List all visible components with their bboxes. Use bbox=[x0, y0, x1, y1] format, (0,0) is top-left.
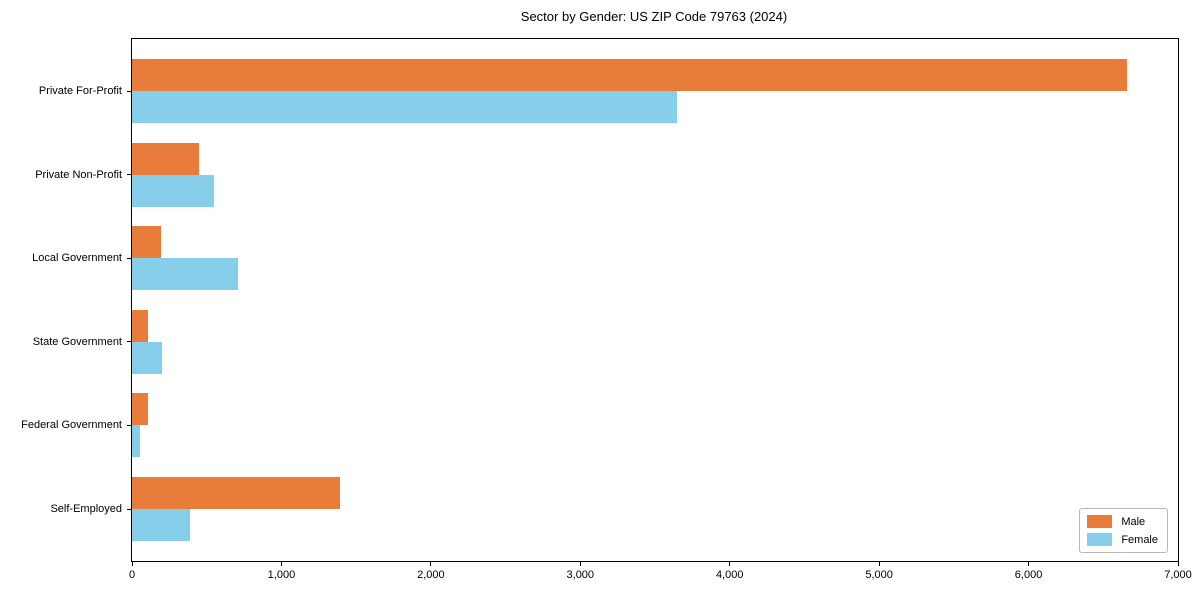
bar-male-4 bbox=[132, 393, 149, 426]
y-axis-tick bbox=[127, 90, 132, 92]
x-axis-tick-label: 6,000 bbox=[1014, 569, 1043, 581]
x-axis-tick bbox=[729, 561, 731, 566]
bar-male-1 bbox=[132, 142, 200, 175]
y-axis-tick bbox=[127, 424, 132, 426]
x-axis-tick bbox=[579, 561, 581, 566]
legend-swatch-male bbox=[1087, 515, 1113, 528]
bar-male-0 bbox=[132, 59, 1128, 91]
bar-female-4 bbox=[132, 425, 141, 458]
chart-title: Sector by Gender: US ZIP Code 79763 (202… bbox=[520, 9, 788, 24]
x-axis-tick-label: 0 bbox=[128, 569, 136, 581]
bar-male-5 bbox=[132, 477, 340, 509]
x-axis-tick bbox=[280, 561, 282, 566]
bar-female-0 bbox=[132, 91, 678, 123]
bar-female-5 bbox=[132, 509, 191, 541]
legend-entry-female: Female bbox=[1087, 533, 1158, 546]
bar-male-3 bbox=[132, 309, 149, 342]
x-axis-tick-label: 7,000 bbox=[1164, 569, 1192, 581]
x-axis-tick-label: 5,000 bbox=[865, 569, 893, 581]
bar-female-3 bbox=[132, 341, 162, 374]
y-axis-tick bbox=[127, 341, 132, 343]
y-axis-label: Self-Employed bbox=[50, 503, 122, 515]
x-axis-tick-label: 4,000 bbox=[715, 569, 744, 581]
y-axis-tick bbox=[127, 508, 132, 510]
y-axis-tick bbox=[127, 174, 132, 176]
legend-label: Female bbox=[1121, 533, 1158, 546]
x-axis-tick bbox=[1028, 561, 1030, 566]
legend: Male Female bbox=[1079, 508, 1168, 553]
legend-label: Male bbox=[1121, 515, 1146, 528]
x-axis-tick bbox=[878, 561, 880, 566]
y-axis-label: Private Non-Profit bbox=[35, 168, 122, 181]
bar-male-2 bbox=[132, 226, 162, 259]
y-axis-label: Local Government bbox=[32, 252, 122, 265]
y-axis-label: State Government bbox=[32, 335, 122, 348]
bar-female-2 bbox=[132, 258, 239, 291]
bar-female-1 bbox=[132, 174, 215, 207]
x-axis-tick bbox=[430, 561, 432, 566]
legend-entry-male: Male bbox=[1087, 515, 1158, 528]
x-axis-tick bbox=[1177, 561, 1179, 566]
legend-swatch-female bbox=[1087, 533, 1113, 546]
x-axis-tick-label: 1,000 bbox=[267, 569, 296, 581]
plot-area: Male Female Private For-Profit Private Non… bbox=[21, 38, 1192, 581]
x-axis-tick-label: 2,000 bbox=[417, 569, 445, 581]
x-axis-tick-label: 3,000 bbox=[566, 569, 595, 581]
x-axis-tick bbox=[131, 561, 133, 566]
y-axis-tick bbox=[127, 257, 132, 259]
y-axis-label: Private For-Profit bbox=[38, 85, 122, 97]
y-axis-label: Federal Government bbox=[21, 419, 122, 432]
